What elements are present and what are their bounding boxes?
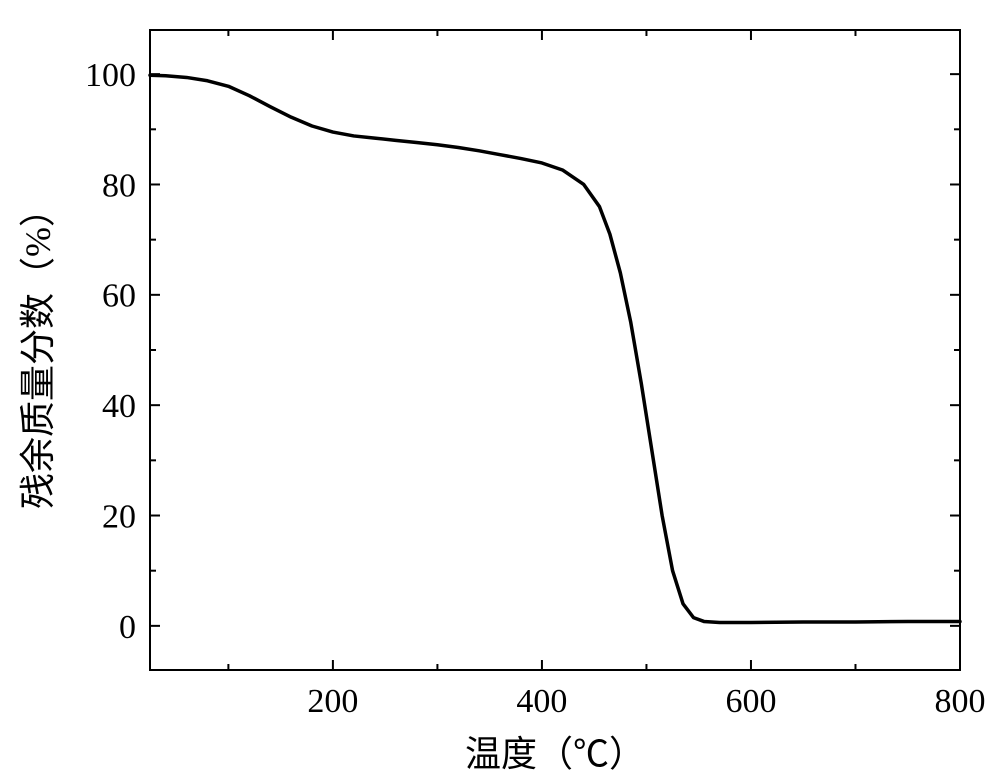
svg-text:20: 20 xyxy=(102,498,136,535)
svg-text:400: 400 xyxy=(516,683,567,720)
svg-text:0: 0 xyxy=(119,609,136,646)
svg-text:600: 600 xyxy=(725,683,776,720)
svg-text:40: 40 xyxy=(102,388,136,425)
y-axis-label: 残余质量分数（%） xyxy=(18,191,58,509)
x-axis-label: 温度（℃） xyxy=(465,734,645,774)
svg-text:100: 100 xyxy=(85,57,136,94)
svg-text:200: 200 xyxy=(307,683,358,720)
svg-text:60: 60 xyxy=(102,278,136,315)
svg-text:800: 800 xyxy=(935,683,986,720)
svg-text:80: 80 xyxy=(102,167,136,204)
chart-svg: 200 400 600 800 0 20 40 60 80 100 温度（℃） 残余质量分数（%） xyxy=(0,0,1000,784)
tga-chart: 200 400 600 800 0 20 40 60 80 100 温度（℃） 残余质量分数（%） xyxy=(0,0,1000,784)
